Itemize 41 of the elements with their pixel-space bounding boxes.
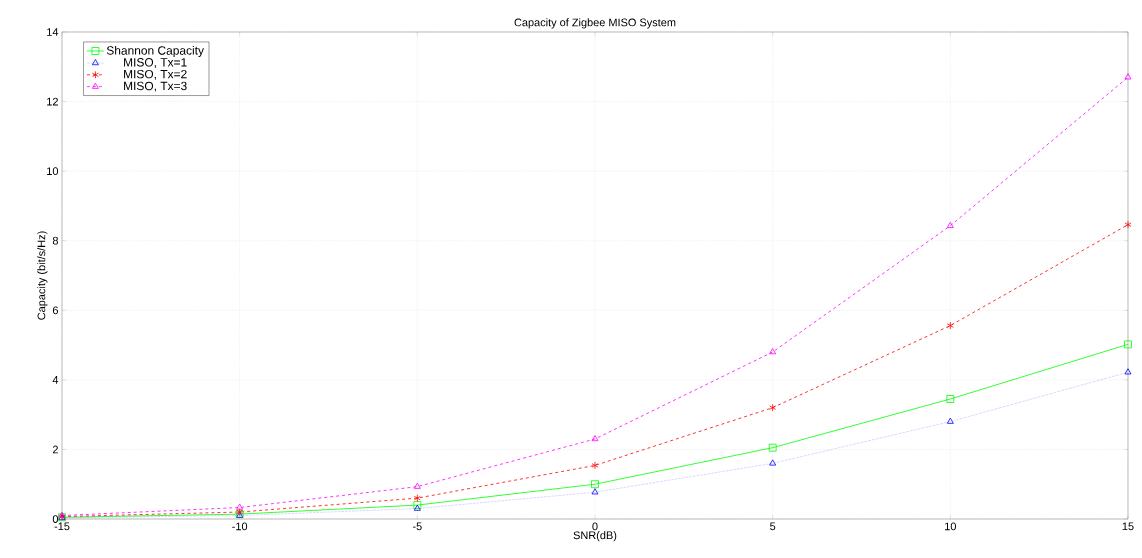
point — [1124, 368, 1132, 375]
y-tick-label: 2 — [52, 445, 58, 454]
chart-title: Capacity of Zigbee MISO System — [514, 18, 676, 29]
x-tick-label: 10 — [945, 522, 956, 531]
y-tick-label: 10 — [47, 167, 59, 176]
point — [768, 443, 777, 452]
x-tick-label: -15 — [54, 522, 70, 531]
point — [946, 395, 955, 403]
point — [1124, 340, 1132, 349]
point — [413, 482, 421, 489]
x-tick-label: 5 — [770, 522, 776, 531]
y-tick-label: 6 — [52, 306, 58, 315]
point — [1124, 220, 1132, 229]
point — [413, 494, 421, 503]
y-axis-title: Capacity (bit/s/Hz) — [37, 231, 48, 320]
legend-label: MISO, Tx=3 — [124, 81, 187, 92]
y-tick-label: 14 — [47, 28, 59, 36]
x-tick-label: 15 — [1122, 522, 1134, 531]
y-tick-label: 4 — [52, 376, 59, 384]
point — [236, 503, 244, 510]
point — [769, 348, 777, 355]
y-tick-label: 8 — [52, 236, 58, 245]
x-tick-label: -5 — [412, 522, 422, 531]
x-tick-label: -10 — [232, 522, 248, 531]
point — [591, 435, 599, 442]
point — [591, 488, 599, 495]
y-tick-label: 12 — [47, 97, 58, 106]
point — [1124, 73, 1132, 80]
x-tick-label: 0 — [592, 522, 598, 531]
point — [769, 459, 777, 466]
legend-label: Shannon Capacity — [106, 45, 204, 58]
point — [946, 321, 954, 330]
legend-label: MISO, Tx=1 — [124, 58, 187, 68]
point — [591, 461, 599, 470]
point — [946, 221, 954, 228]
point — [946, 417, 954, 424]
point — [769, 403, 777, 412]
point — [591, 480, 599, 489]
legend-label: MISO, Tx=2 — [124, 69, 187, 80]
x-axis-title: SNR(dB) — [573, 531, 617, 542]
y-tick-label: 0 — [52, 515, 59, 523]
